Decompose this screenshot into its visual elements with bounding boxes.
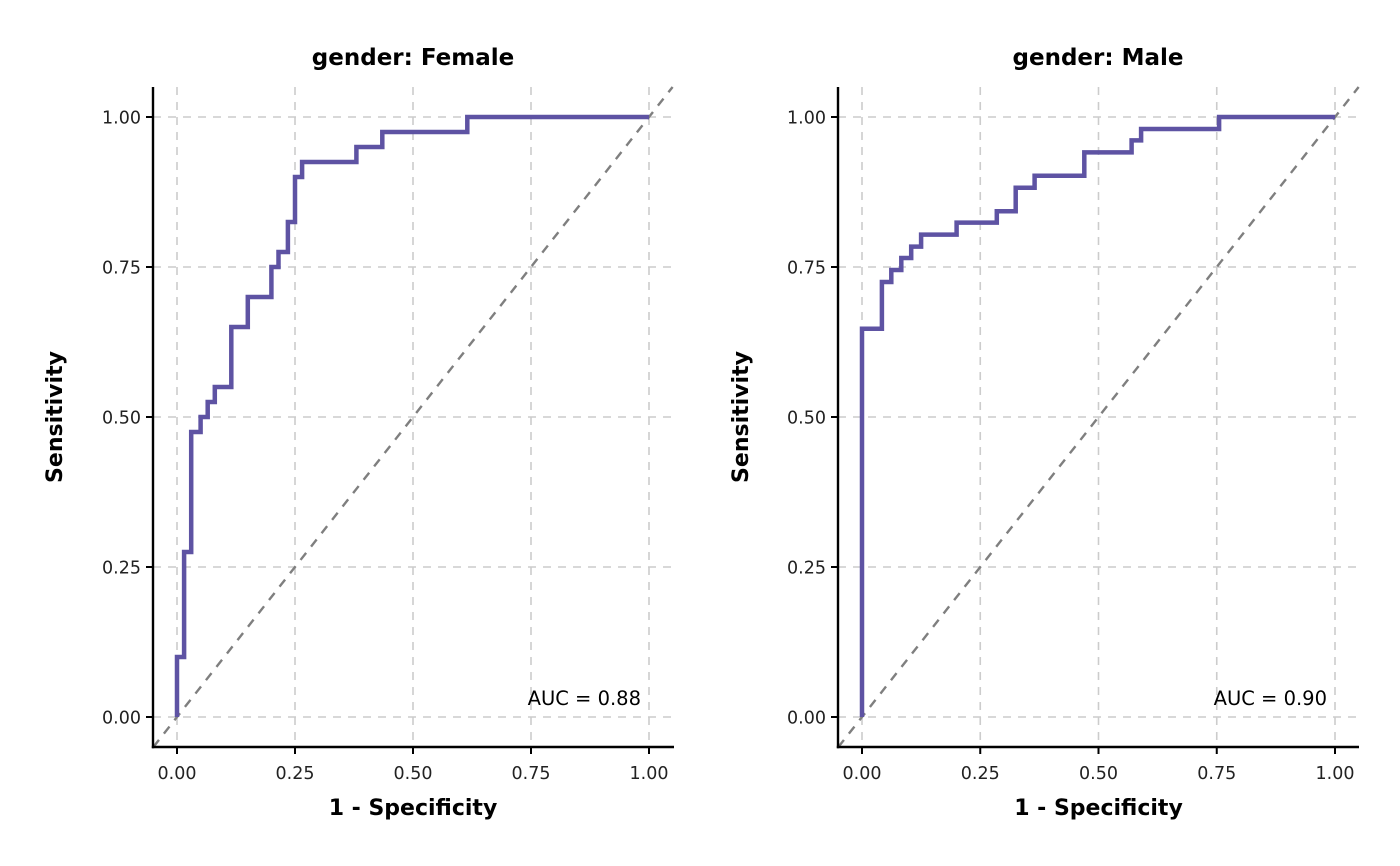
x-tick-label: 0.25: [961, 764, 1000, 784]
panel-female: 0.00 0.25 0.50 0.75 1.00 0.00 0.25 0.50 0.75 1.0…: [43, 45, 674, 821]
auc-annotation: AUC = 0.88: [528, 687, 641, 710]
panel-title: gender: Male: [1013, 45, 1184, 71]
x-tick-label: 0.25: [276, 764, 315, 784]
y-axis-label: Sensitivity: [729, 351, 754, 483]
x-axis-label: 1 - Specificity: [329, 796, 498, 821]
y-tick-label: 0.25: [787, 559, 826, 579]
x-tick-labels: 0.00 0.25 0.50 0.75 1.00: [158, 747, 669, 784]
y-tick-label: 0.50: [787, 409, 826, 429]
y-tick-label: 0.00: [102, 709, 141, 729]
x-tick-label: 0.50: [394, 764, 433, 784]
y-tick-label: 1.00: [787, 109, 826, 129]
x-tick-label: 0.50: [1079, 764, 1118, 784]
x-tick-label: 1.00: [630, 764, 669, 784]
roc-curve-line: [174, 114, 649, 717]
roc-curve-line: [859, 114, 1335, 717]
x-tick-labels: 0.00 0.25 0.50 0.75 1.00: [843, 747, 1355, 784]
x-tick-label: 1.00: [1316, 764, 1355, 784]
x-tick-label: 0.00: [843, 764, 882, 784]
auc-annotation: AUC = 0.90: [1214, 687, 1327, 710]
y-tick-label: 0.50: [102, 409, 141, 429]
y-axis-label: Sensitivity: [43, 351, 68, 483]
panel-male: 0.00 0.25 0.50 0.75 1.00 0.00 0.25 0.50 0.75 1.0…: [729, 45, 1360, 821]
y-tick-label: 0.75: [102, 259, 141, 279]
y-tick-label: 0.75: [787, 259, 826, 279]
y-tick-label: 0.00: [787, 709, 826, 729]
grid-lines: [838, 87, 1359, 747]
y-tick-label: 0.25: [102, 559, 141, 579]
x-tick-label: 0.00: [158, 764, 197, 784]
x-tick-label: 0.75: [1197, 764, 1236, 784]
x-tick-label: 0.75: [512, 764, 551, 784]
x-axis-label: 1 - Specificity: [1014, 796, 1183, 821]
panel-title: gender: Female: [312, 45, 514, 71]
reference-diagonal-line: [152, 86, 674, 748]
y-tick-labels: 0.00 0.25 0.50 0.75 1.00: [787, 109, 838, 729]
y-tick-label: 1.00: [102, 109, 141, 129]
y-tick-labels: 0.00 0.25 0.50 0.75 1.00: [102, 109, 153, 729]
reference-diagonal-line: [837, 86, 1360, 748]
